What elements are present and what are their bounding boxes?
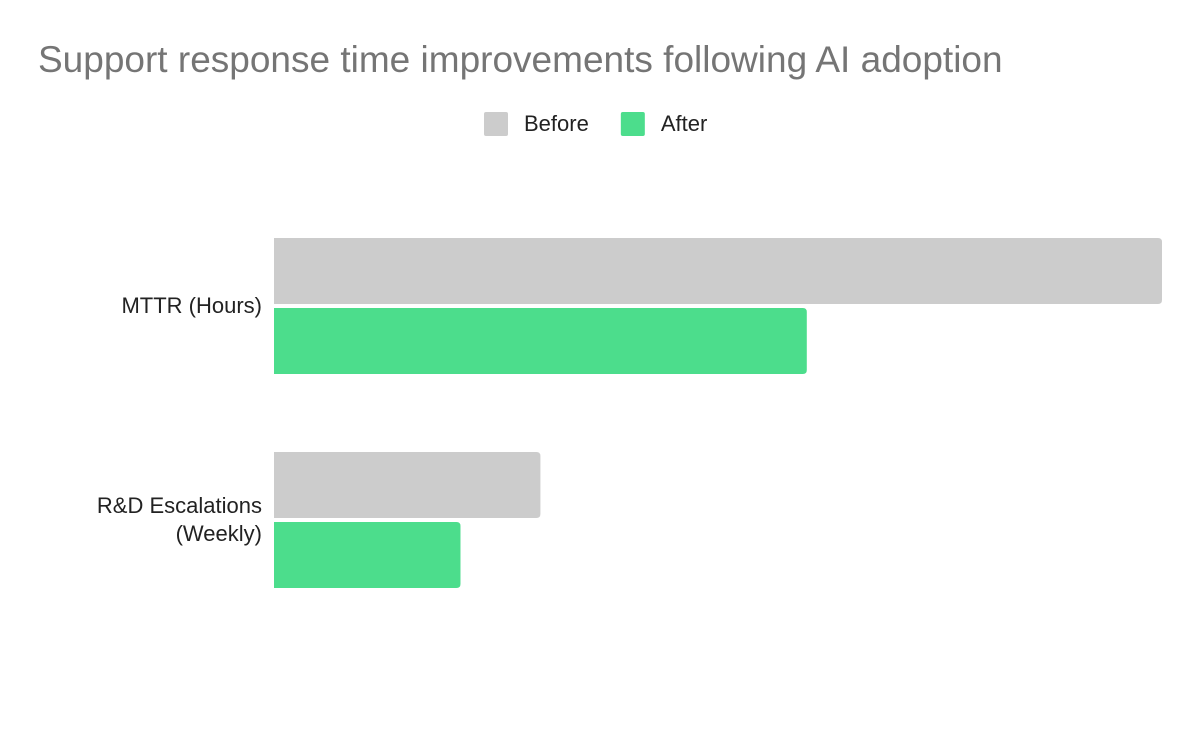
bar <box>274 452 541 518</box>
bar <box>274 238 1162 304</box>
bar <box>274 522 461 588</box>
bar <box>274 308 807 374</box>
legend-label: Before <box>524 111 589 136</box>
legend-label: After <box>661 111 707 136</box>
y-tick-label: MTTR (Hours) <box>121 293 262 318</box>
y-tick-label: R&D Escalations (Weekly) <box>96 493 262 546</box>
legend-swatch <box>484 112 508 136</box>
legend-swatch <box>620 112 645 136</box>
chart-title: Support response time improvements follo… <box>38 39 1003 80</box>
